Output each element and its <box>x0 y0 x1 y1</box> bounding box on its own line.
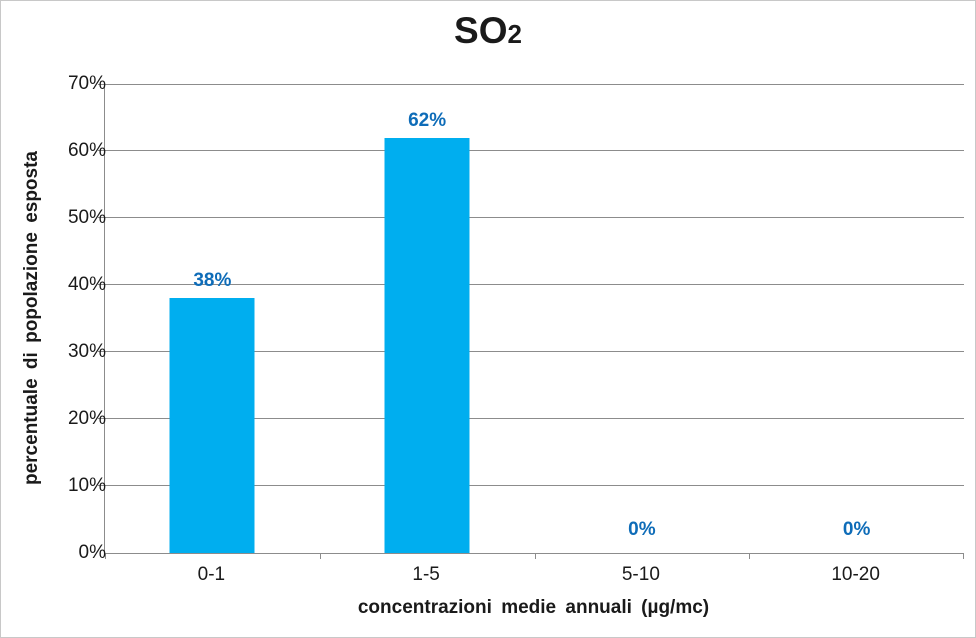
x-axis-tick <box>963 553 964 559</box>
bar <box>384 137 470 553</box>
x-tick-label: 1-5 <box>412 564 440 585</box>
y-axis-tick <box>98 284 105 285</box>
y-tick-label: 60% <box>67 140 106 161</box>
gridline <box>105 150 964 151</box>
x-axis-title: concentrazioni medie annuali (µg/mc) <box>357 597 710 618</box>
gridline <box>105 284 964 285</box>
x-axis-tick <box>319 553 321 559</box>
bar-column: 0% <box>535 84 750 553</box>
bar-value-label: 62% <box>408 109 447 131</box>
gridline <box>105 485 964 486</box>
y-tick-label: 40% <box>67 274 106 295</box>
x-axis-tick <box>105 553 106 559</box>
bar-column: 38% <box>105 84 320 553</box>
y-tick-label: 50% <box>67 207 106 228</box>
y-axis-tick <box>98 418 105 419</box>
chart-title-subscript: 2 <box>507 19 522 49</box>
gridline <box>105 217 964 218</box>
y-axis-tick <box>98 150 105 151</box>
chart-title-main: SO <box>454 10 508 51</box>
gridline <box>105 84 964 85</box>
y-axis-tick <box>98 351 105 352</box>
x-axis-tick <box>534 553 536 559</box>
bar-value-label: 38% <box>193 270 232 292</box>
y-axis-tick <box>98 217 105 218</box>
y-tick-label: 10% <box>67 475 106 496</box>
gridline <box>105 418 964 419</box>
x-tick-label: 0-1 <box>197 564 226 585</box>
y-axis-title: percentuale di popolazione esposta <box>21 150 42 486</box>
y-axis-tick <box>98 84 105 85</box>
bar-value-label: 0% <box>842 519 871 540</box>
chart-title: SO2 <box>1 10 975 52</box>
y-tick-label: 0% <box>78 542 106 563</box>
x-axis-tick <box>749 553 751 559</box>
x-tick-label: 10-20 <box>831 564 880 585</box>
bar-column: 62% <box>320 84 535 553</box>
y-tick-label: 30% <box>67 341 106 362</box>
gridline <box>105 351 964 352</box>
bar-column: 0% <box>749 84 964 553</box>
x-tick-label: 5-10 <box>621 564 660 585</box>
y-tick-label: 20% <box>67 408 106 429</box>
bar-value-label: 0% <box>628 519 656 540</box>
bar <box>169 298 255 553</box>
y-axis-tick <box>98 485 105 486</box>
plot-area: 38% 62% 0% 0% <box>98 84 964 559</box>
y-tick-label: 70% <box>67 73 106 94</box>
